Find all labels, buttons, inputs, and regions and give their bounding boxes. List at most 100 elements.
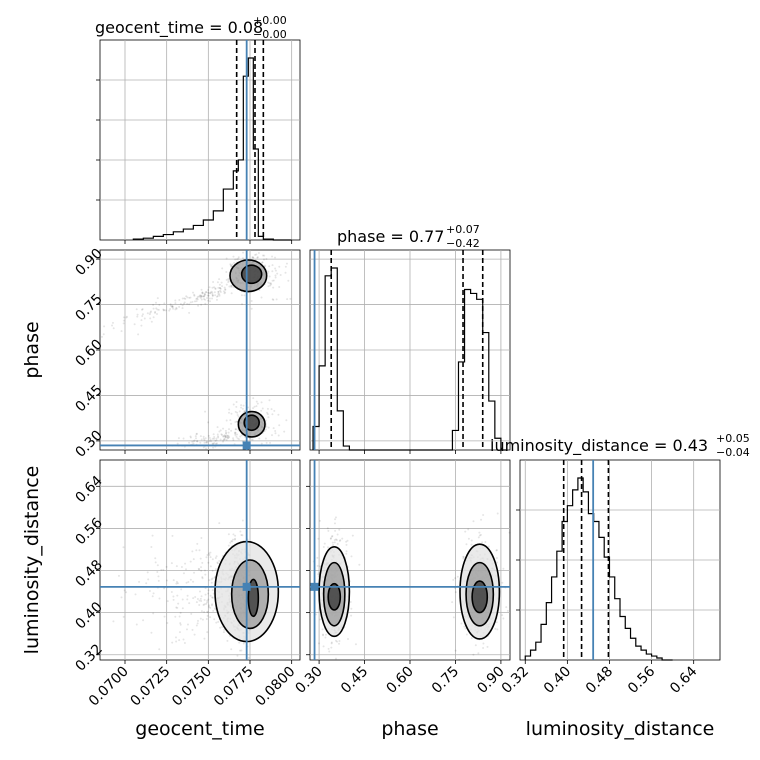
sample-point [125, 316, 128, 319]
sample-point [221, 440, 224, 443]
ytick-label-2: 0.48 [72, 557, 105, 590]
sample-point [502, 617, 505, 620]
sample-point [207, 289, 210, 292]
sample-point [501, 581, 504, 584]
sample-point [274, 430, 277, 433]
xtick-label-1: 0.40 [541, 664, 574, 697]
sample-point [211, 294, 214, 297]
sample-point [120, 596, 123, 599]
sample-point [178, 615, 181, 618]
sample-point [470, 539, 473, 542]
sample-point [181, 607, 184, 610]
sample-point [229, 264, 232, 267]
sample-point [327, 546, 330, 549]
sample-point [156, 297, 159, 300]
sample-point [196, 295, 199, 298]
sample-point [334, 516, 337, 519]
sample-point [322, 545, 325, 548]
sample-point [186, 598, 189, 601]
sample-point [196, 298, 199, 301]
sample-point [272, 279, 275, 282]
sample-point [218, 283, 221, 286]
sample-point [143, 317, 146, 320]
xtick-label-2: 0.60 [383, 664, 416, 697]
sample-point [222, 435, 225, 438]
sample-point [196, 542, 199, 545]
sample-point [318, 519, 321, 522]
sample-point [319, 618, 322, 621]
sample-point [323, 542, 326, 545]
phase-histogram [312, 267, 507, 451]
sample-point [215, 298, 218, 301]
sample-point [201, 291, 204, 294]
sample-point [227, 277, 230, 280]
sample-point [211, 291, 214, 294]
sample-point [206, 294, 209, 297]
sample-point [222, 439, 225, 442]
sample-point [266, 411, 269, 414]
sample-point [220, 281, 223, 284]
sample-point [271, 270, 274, 273]
title-luminosity-distance: luminosity_distance = 0.43 [490, 436, 708, 456]
sample-point [199, 597, 202, 600]
title-phase-sup: +0.07 [446, 223, 480, 236]
sample-point [156, 570, 159, 573]
sample-point [268, 399, 271, 402]
xtick-label-3: 0.75 [429, 664, 462, 697]
sample-point [137, 333, 140, 336]
sample-point [211, 596, 214, 599]
sample-point [181, 304, 184, 307]
title-geocent-time-sup: +0.00 [253, 14, 287, 27]
sample-point [218, 294, 221, 297]
sample-point [255, 253, 258, 256]
sample-point [193, 439, 196, 442]
sample-point [155, 307, 158, 310]
sample-point [199, 295, 202, 298]
sample-point [208, 286, 211, 289]
sample-point [165, 565, 168, 568]
sample-point [285, 262, 288, 265]
sample-point [224, 432, 227, 435]
sample-point [228, 435, 231, 438]
sample-point [261, 261, 264, 264]
sample-point [189, 296, 192, 299]
sample-point [247, 656, 250, 659]
sample-point [192, 558, 195, 561]
sample-point [223, 292, 226, 295]
sample-point [285, 419, 288, 422]
sample-point [199, 294, 202, 297]
sample-point [183, 641, 186, 644]
sample-point [225, 438, 228, 441]
sample-point [224, 288, 227, 291]
sample-point [175, 640, 178, 643]
sample-point [244, 410, 247, 413]
sample-point [233, 538, 236, 541]
sample-point [169, 304, 172, 307]
sample-point [333, 539, 336, 542]
sample-point [477, 536, 480, 539]
sample-point [184, 562, 187, 565]
sample-point [163, 302, 166, 305]
ytick-label-4: 0.64 [72, 473, 105, 506]
sample-point [229, 263, 232, 266]
sample-point [193, 300, 196, 303]
sample-point [241, 257, 244, 260]
sample-point [239, 649, 242, 652]
sample-point [172, 307, 175, 310]
sample-point [272, 298, 275, 301]
sample-point [238, 641, 241, 644]
sample-point [156, 308, 159, 311]
sample-point [192, 580, 195, 583]
sample-point [227, 279, 230, 282]
sample-point [152, 316, 155, 319]
sample-point [185, 295, 188, 298]
sample-point [354, 643, 357, 646]
sample-point [182, 572, 185, 575]
sample-point [199, 296, 202, 299]
sample-point [158, 303, 161, 306]
sample-point [198, 603, 201, 606]
sample-point [495, 556, 498, 559]
sample-point [229, 284, 232, 287]
sample-point [279, 273, 282, 276]
